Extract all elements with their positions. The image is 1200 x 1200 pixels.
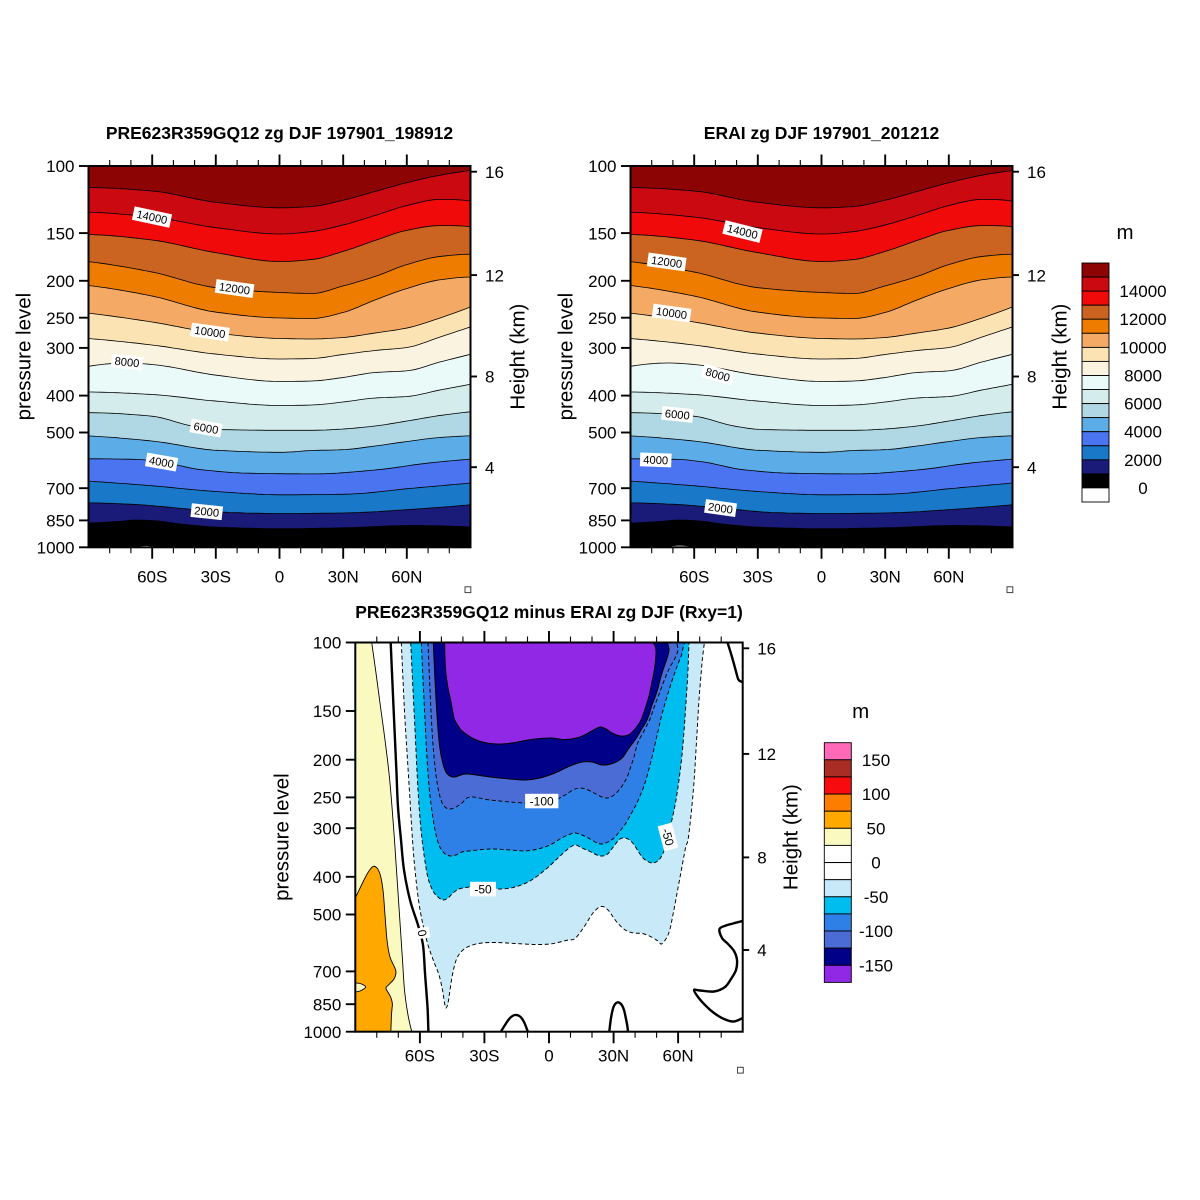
svg-text:8000: 8000 [1124,367,1162,386]
svg-text:1000: 1000 [303,1023,341,1042]
svg-text:4: 4 [1027,458,1036,477]
svg-text:-100: -100 [530,794,554,808]
svg-text:100: 100 [46,157,74,176]
svg-text:14000: 14000 [1119,282,1166,301]
svg-text:250: 250 [588,309,616,328]
svg-text:400: 400 [313,868,341,887]
svg-text:6000: 6000 [193,421,220,437]
svg-text:0: 0 [817,568,826,587]
svg-text:0: 0 [871,854,880,873]
svg-text:pressure level: pressure level [555,293,578,421]
svg-text:60N: 60N [663,1047,694,1066]
svg-text:12000: 12000 [1119,310,1166,329]
svg-text:200: 200 [588,272,616,291]
svg-text:16: 16 [757,639,776,658]
svg-text:-150: -150 [859,956,893,975]
svg-text:-50: -50 [864,888,889,907]
svg-text:100: 100 [862,785,890,804]
svg-text:6000: 6000 [1124,395,1162,414]
svg-text:Height (km): Height (km) [1049,304,1072,410]
svg-text:m: m [852,700,869,723]
svg-text:6000: 6000 [664,408,690,423]
svg-text:0: 0 [275,568,284,587]
svg-text:12000: 12000 [650,255,682,271]
svg-text:150: 150 [46,224,74,243]
svg-text:12: 12 [757,745,776,764]
svg-text:850: 850 [313,995,341,1014]
svg-text:8: 8 [485,368,494,387]
svg-text:4: 4 [485,458,494,477]
svg-text:10000: 10000 [194,325,226,341]
svg-text:500: 500 [46,424,74,443]
svg-text:1000: 1000 [37,538,75,557]
svg-text:850: 850 [588,512,616,531]
svg-text:250: 250 [313,789,341,808]
svg-text:300: 300 [46,339,74,358]
svg-text:4000: 4000 [148,455,175,471]
svg-text:60S: 60S [405,1047,435,1066]
svg-text:10000: 10000 [1119,338,1166,357]
svg-text:30S: 30S [469,1047,499,1066]
svg-text:Height (km): Height (km) [507,304,530,410]
svg-text:30S: 30S [743,568,773,587]
svg-text:12: 12 [485,266,504,285]
svg-text:60N: 60N [933,568,964,587]
svg-text:400: 400 [588,387,616,406]
svg-text:12: 12 [1027,266,1046,285]
svg-text:50: 50 [867,819,886,838]
svg-text:850: 850 [46,512,74,531]
svg-text:30N: 30N [598,1047,629,1066]
svg-text:16: 16 [1027,163,1046,182]
svg-text:250: 250 [46,309,74,328]
svg-text:30N: 30N [870,568,901,587]
svg-text:60S: 60S [137,568,167,587]
svg-text:0: 0 [1138,479,1147,498]
svg-text:4: 4 [757,941,766,960]
svg-text:200: 200 [46,272,74,291]
svg-text:500: 500 [588,424,616,443]
svg-text:pressure level: pressure level [271,773,294,901]
svg-text:10000: 10000 [655,306,687,322]
svg-text:16: 16 [485,163,504,182]
svg-text:ERAI zg DJF 197901_201212: ERAI zg DJF 197901_201212 [704,123,940,143]
svg-text:pressure level: pressure level [13,293,36,421]
svg-text:2000: 2000 [1124,451,1162,470]
svg-text:30S: 30S [201,568,231,587]
svg-text:-100: -100 [859,922,893,941]
svg-text:4000: 4000 [643,454,668,467]
svg-text:12000: 12000 [218,281,250,297]
svg-text:PRE623R359GQ12 zg DJF 197901_1: PRE623R359GQ12 zg DJF 197901_198912 [106,123,454,143]
svg-text:-50: -50 [474,882,492,896]
svg-text:150: 150 [313,702,341,721]
svg-text:700: 700 [588,479,616,498]
svg-text:4000: 4000 [1124,423,1162,442]
svg-text:400: 400 [46,387,74,406]
svg-text:8: 8 [1027,368,1036,387]
svg-text:60S: 60S [679,568,709,587]
svg-text:8000: 8000 [114,356,140,371]
svg-text:100: 100 [313,634,341,653]
svg-text:300: 300 [313,819,341,838]
svg-text:-50: -50 [659,827,677,848]
svg-text:700: 700 [46,479,74,498]
svg-text:150: 150 [588,224,616,243]
svg-text:1000: 1000 [579,538,617,557]
svg-text:700: 700 [313,963,341,982]
svg-text:500: 500 [313,906,341,925]
svg-text:100: 100 [588,157,616,176]
svg-text:Height (km): Height (km) [780,784,803,890]
svg-text:m: m [1116,221,1133,244]
svg-text:60N: 60N [391,568,422,587]
svg-text:150: 150 [862,751,890,770]
svg-text:2000: 2000 [707,501,733,516]
svg-text:30N: 30N [328,568,359,587]
svg-text:2000: 2000 [194,505,220,520]
svg-text:8: 8 [757,849,766,868]
svg-text:0: 0 [544,1047,553,1066]
svg-text:PRE623R359GQ12 minus ERAI zg D: PRE623R359GQ12 minus ERAI zg DJF (Rxy=1) [355,602,743,622]
svg-text:200: 200 [313,751,341,770]
svg-text:300: 300 [588,339,616,358]
svg-text:0: 0 [415,929,430,938]
